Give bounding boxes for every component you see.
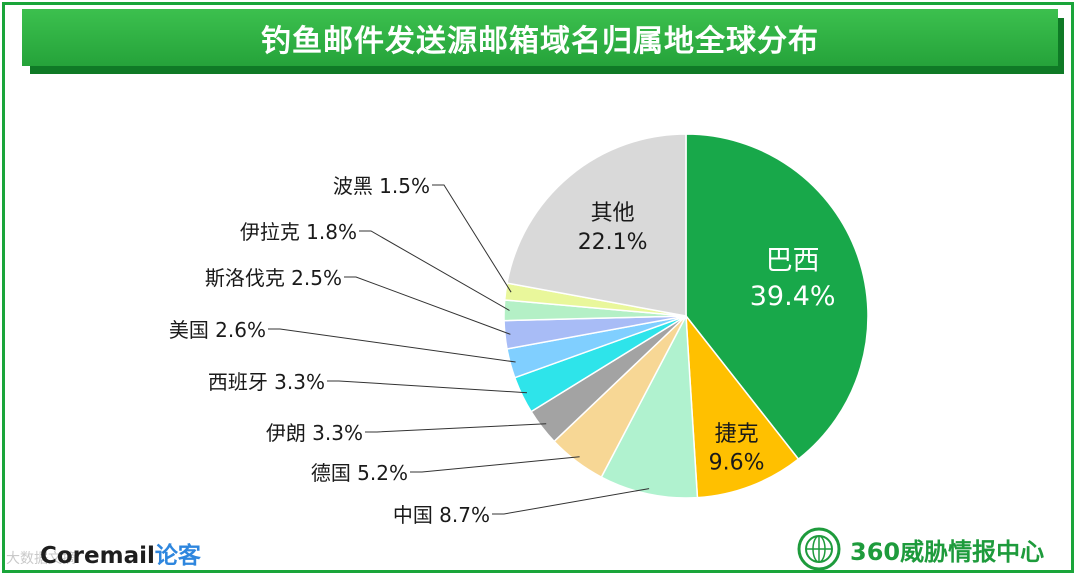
coremail-logo-main: Coremail [40, 543, 155, 569]
brand-360-text: 360威胁情报中心 [850, 537, 1045, 566]
slice-6-leader-line [268, 328, 516, 363]
leader-lines [268, 184, 650, 515]
slice-7-label: 斯洛伐克 2.5% [205, 266, 342, 290]
coremail-logo: Coremail论客 [40, 536, 201, 570]
slice-9-leader-line [432, 184, 512, 293]
slide-frame [2, 2, 1074, 573]
un-emblem-icon [797, 527, 841, 571]
slice-0-name-label: 巴西 [766, 246, 820, 277]
chart-title: 钓鱼邮件发送源邮箱域名归属地全球分布 [261, 23, 819, 59]
title-banner: 钓鱼邮件发送源邮箱域名归属地全球分布 [22, 9, 1064, 74]
slice-0-value-label: 39.4% [750, 281, 836, 312]
watermark: 大数据文摘 [6, 548, 76, 568]
slice-2 [600, 313, 699, 499]
slice-8-label: 伊拉克 1.8% [240, 220, 357, 244]
slice-5-label: 西班牙 3.3% [208, 370, 325, 394]
coremail-logo-accent: 论客 [154, 543, 201, 569]
brand-360: 360威胁情报中心 [796, 524, 1044, 574]
pie-slices [503, 133, 869, 499]
slice-10-name-label: 其他 [591, 201, 635, 226]
slice-10 [506, 133, 687, 317]
slice-7-leader-line [344, 276, 511, 335]
slice-2-leader-line [492, 488, 650, 515]
slice-8-leader-line [359, 230, 510, 311]
slice-9-label: 波黑 1.5% [333, 174, 430, 198]
slice-4-leader-line [365, 423, 547, 433]
slice-1-name-label: 捷克 [715, 422, 759, 447]
slice-1-value-label: 9.6% [709, 451, 765, 476]
slice-3-leader-line [410, 456, 580, 473]
slice-2-label: 中国 8.7% [393, 503, 490, 527]
slice-0 [685, 133, 869, 461]
slice-10-value-label: 22.1% [578, 230, 648, 255]
slice-1 [685, 313, 800, 499]
title-banner-face: 钓鱼邮件发送源邮箱域名归属地全球分布 [22, 9, 1058, 66]
slice-4-label: 伊朗 3.3% [266, 421, 363, 445]
slice-3-label: 德国 5.2% [311, 461, 408, 485]
slice-5-leader-line [327, 380, 528, 394]
watermark-text: 大数据文摘 [6, 551, 76, 567]
slice-6-label: 美国 2.6% [169, 318, 266, 342]
slice-labels: 巴西 39.4% 捷克 9.6% 中国 8.7% 德国 5.2% 伊朗 3.3% 西班牙 3.… [169, 174, 836, 527]
